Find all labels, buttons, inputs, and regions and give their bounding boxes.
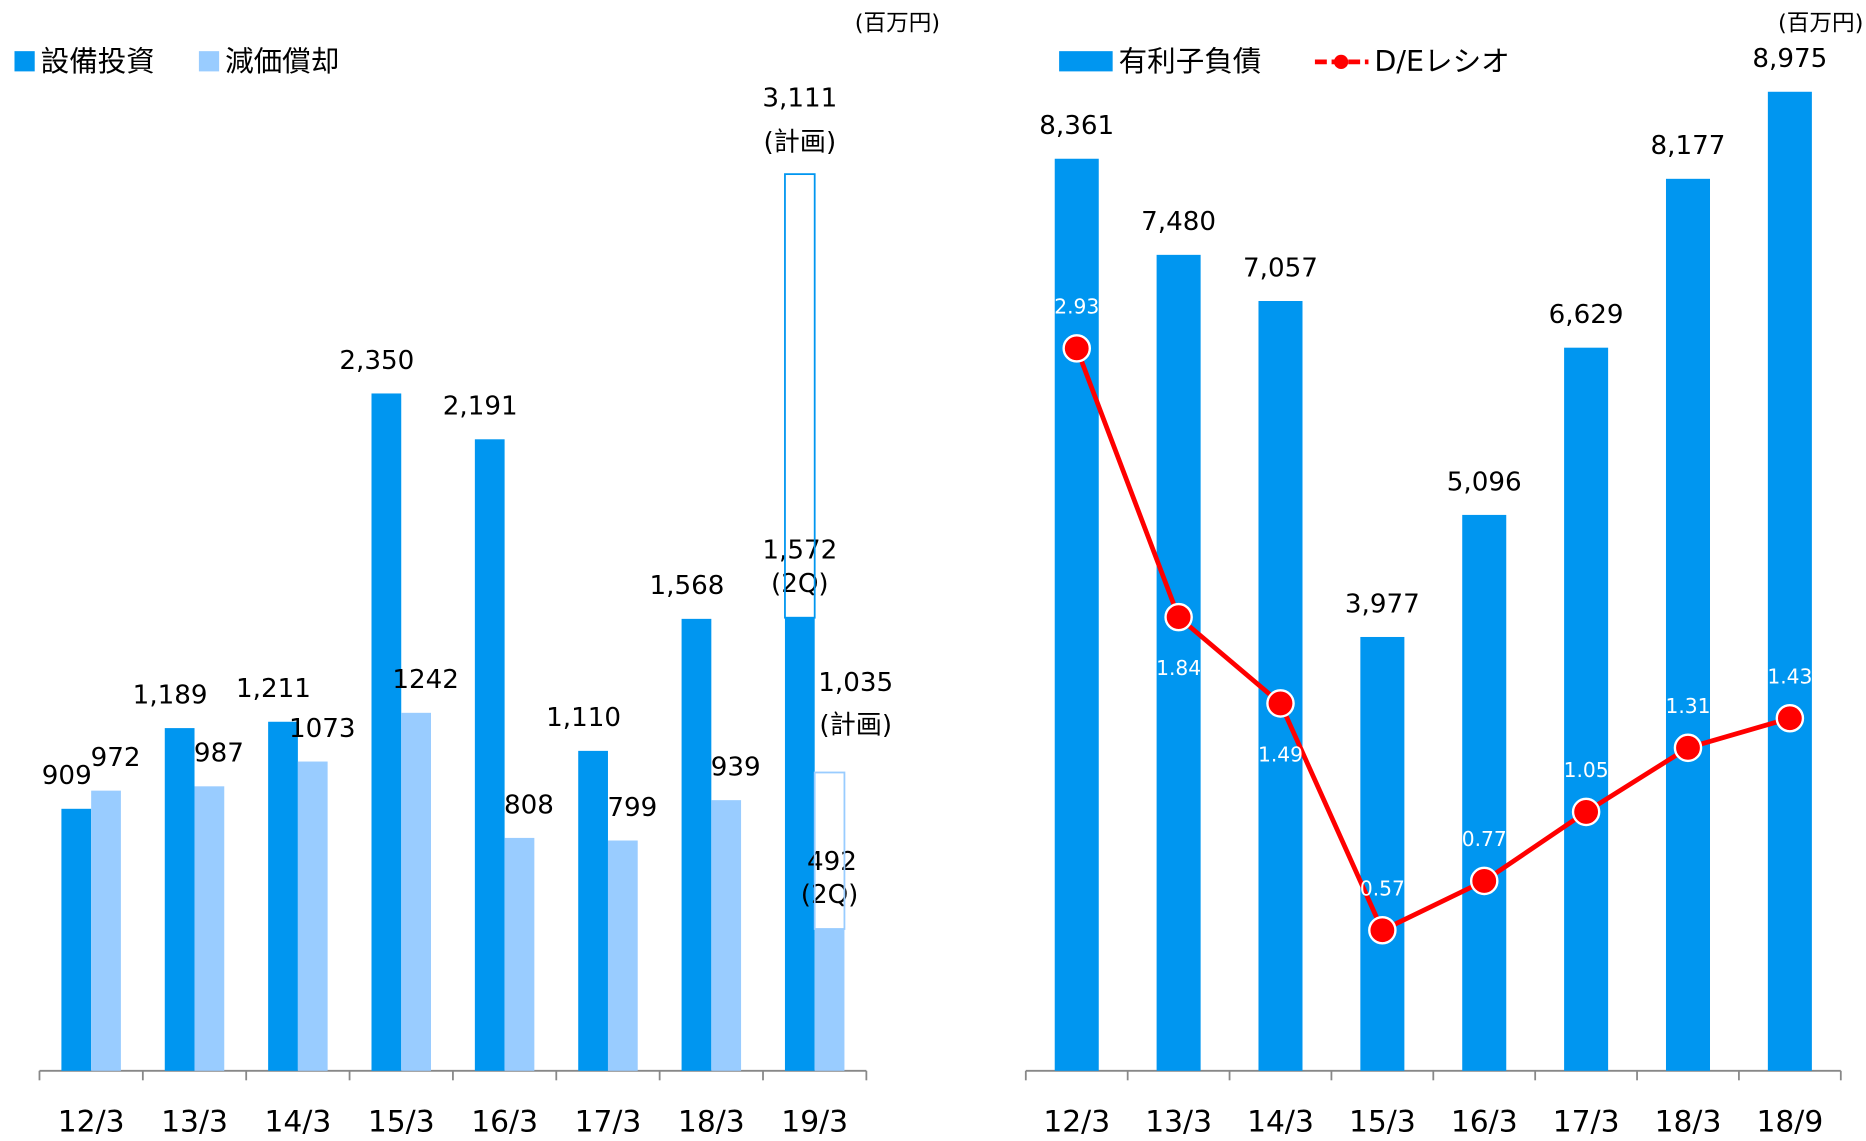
bar — [1360, 636, 1405, 1071]
bar — [401, 712, 431, 1071]
legend-label: 設備投資 — [41, 44, 155, 78]
bar — [784, 617, 815, 1071]
value-label: 8,975 — [1752, 44, 1827, 74]
bar — [371, 393, 402, 1071]
line-marker — [1062, 334, 1092, 363]
x-tick-label: 18/9 — [1756, 1105, 1823, 1140]
x-tick-label: 14/3 — [1247, 1105, 1314, 1140]
x-tick-label: 17/3 — [575, 1105, 642, 1140]
line-marker — [1266, 689, 1295, 718]
line-marker — [1775, 703, 1805, 733]
line-value-label: 1.05 — [1564, 758, 1609, 782]
line-value-label: 1.43 — [1767, 664, 1812, 688]
value-label: 1,572 — [762, 536, 837, 566]
bar — [1258, 300, 1303, 1071]
line-value-label: 0.57 — [1360, 876, 1405, 900]
value-label: 8,361 — [1039, 111, 1114, 141]
value-label: 1,211 — [236, 674, 311, 704]
bar — [1665, 178, 1711, 1071]
line-value-label: 1.84 — [1156, 656, 1201, 680]
value-label: 8,177 — [1651, 131, 1726, 161]
legend-label: D/Eレシオ — [1374, 44, 1509, 78]
bar — [61, 808, 92, 1071]
line-marker — [1164, 602, 1193, 632]
bar — [814, 928, 845, 1071]
bar — [504, 837, 535, 1071]
value-label: 3,977 — [1345, 589, 1420, 619]
x-tick-label: 16/3 — [471, 1105, 538, 1140]
line-value-label: 0.77 — [1462, 827, 1507, 851]
value-label: 987 — [194, 739, 244, 769]
bar — [91, 790, 121, 1071]
x-tick-label: 13/3 — [161, 1105, 228, 1140]
legend-swatch — [1059, 51, 1113, 72]
x-tick-label: 12/3 — [1043, 1105, 1110, 1140]
legend-label: 有利子負債 — [1119, 44, 1262, 78]
line-marker — [1368, 915, 1397, 945]
bar — [1156, 254, 1201, 1071]
bar — [194, 786, 225, 1071]
x-tick-label: 14/3 — [264, 1105, 331, 1140]
x-tick-label: 15/3 — [368, 1105, 435, 1140]
partial-note: (2Q) — [771, 569, 829, 599]
line — [1074, 347, 1791, 934]
legend-dot — [1333, 54, 1349, 70]
bar — [681, 618, 712, 1071]
value-label: 1,568 — [649, 571, 724, 601]
bar — [1564, 347, 1609, 1071]
plan-bar — [813, 771, 846, 930]
value-label: 2,350 — [339, 346, 414, 376]
bar — [297, 761, 328, 1071]
value-label: 7,057 — [1243, 253, 1318, 283]
bar — [1054, 158, 1099, 1071]
bar — [268, 721, 298, 1071]
bar — [474, 439, 505, 1071]
value-label: 808 — [504, 790, 554, 820]
x-tick-label: 15/3 — [1349, 1105, 1416, 1140]
line-value-label: 1.49 — [1258, 742, 1303, 766]
value-label: 2,191 — [443, 392, 518, 422]
bar — [578, 750, 608, 1071]
plan-bar — [784, 173, 816, 619]
value-label: 5,096 — [1447, 467, 1522, 497]
legend-swatch — [198, 51, 220, 72]
value-label: 1242 — [392, 665, 459, 695]
value-label: 972 — [91, 743, 141, 773]
plan-note: (計画) — [819, 711, 892, 741]
line-marker — [1673, 733, 1703, 763]
plan-value-label: 1,035 — [818, 668, 893, 698]
line-marker — [1469, 866, 1499, 896]
value-label: 1073 — [289, 714, 356, 744]
value-label: 909 — [42, 761, 92, 791]
line-marker — [1571, 797, 1601, 827]
partial-note: (2Q) — [801, 880, 859, 910]
bar — [1462, 514, 1507, 1071]
bar — [711, 800, 742, 1071]
line-value-label: 1.31 — [1665, 694, 1710, 718]
bar — [1767, 91, 1812, 1071]
unit-label: (百万円) — [1778, 10, 1863, 36]
value-label: 1,110 — [546, 703, 621, 733]
value-label: 6,629 — [1549, 300, 1624, 330]
x-tick-label: 18/3 — [678, 1105, 745, 1140]
plan-value-label: 3,111 — [762, 84, 837, 114]
x-tick-label: 13/3 — [1145, 1105, 1212, 1140]
x-tick-label: 16/3 — [1451, 1105, 1518, 1140]
x-tick-label: 17/3 — [1553, 1105, 1620, 1140]
bar — [607, 840, 638, 1071]
x-tick-label: 18/3 — [1655, 1105, 1722, 1140]
x-tick-label: 19/3 — [781, 1105, 848, 1140]
unit-label: (百万円) — [855, 10, 940, 36]
x-tick-label: 12/3 — [58, 1105, 125, 1140]
value-label: 799 — [607, 793, 657, 823]
line-value-label: 2.93 — [1054, 294, 1099, 318]
legend-swatch — [14, 51, 35, 72]
value-label: 7,480 — [1141, 207, 1216, 237]
value-label: 1,189 — [133, 680, 208, 710]
legend-label: 減価償却 — [225, 44, 339, 78]
value-label: 939 — [711, 753, 761, 783]
plan-note: (計画) — [763, 128, 836, 158]
bar — [164, 728, 195, 1071]
